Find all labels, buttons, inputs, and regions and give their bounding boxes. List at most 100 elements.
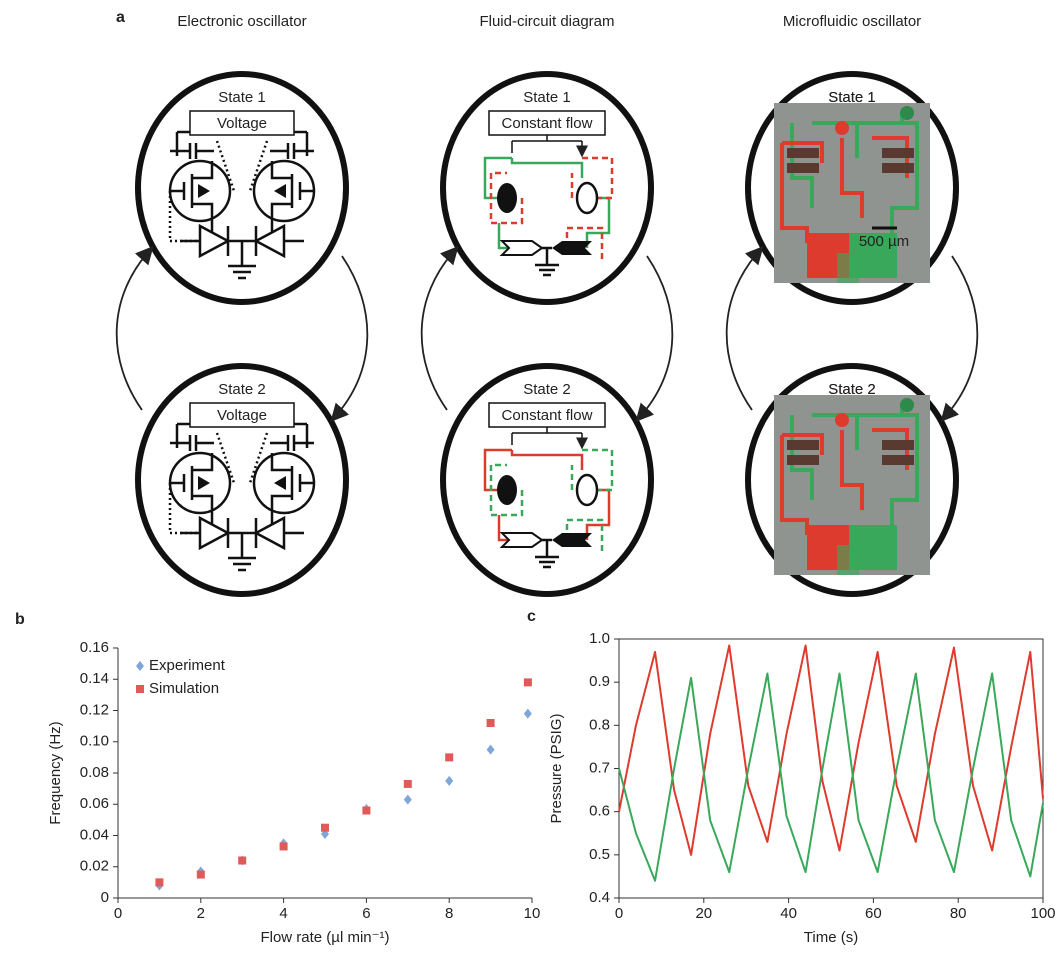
y-tick-label: 0.4 [589,889,610,906]
state-circle [440,71,654,305]
x-tick-label: 100 [1030,905,1055,922]
point [445,775,454,786]
state-label: State 1 [828,89,876,106]
point [321,823,329,832]
x-tick-label: 0 [114,905,122,922]
y-tick-label: 1.0 [589,630,610,647]
y-tick-label: 0.16 [80,639,109,656]
x-tick-label: 2 [197,905,205,922]
state-circle [745,363,959,597]
panel-label: c [527,608,536,625]
cycle-arrow [330,255,369,423]
x-tick-label: 8 [445,905,453,922]
x-tick-label: 4 [279,905,287,922]
y-tick-label: 0.04 [80,826,109,843]
y-axis-label: Frequency (Hz) [47,721,64,824]
column-title: Electronic oscillator [177,13,306,30]
state-label: State 1 [828,89,876,106]
y-tick-label: 0.06 [80,795,109,812]
x-tick-label: 10 [524,905,541,922]
source-box [488,110,606,136]
legend-label: Experiment [149,657,226,674]
source-box [189,110,295,136]
y-tick-label: 0.12 [80,701,109,718]
x-axis-label: Time (s) [804,929,858,946]
point [403,779,412,788]
y-tick-label: 0.8 [589,716,610,733]
point [155,878,164,887]
state-label: State 2 [828,381,876,398]
y-tick-label: 0.6 [589,803,610,820]
state-label: State 1 [218,89,266,106]
source-label: Voltage [217,407,267,424]
chart: c 0.4 0.5 0.6 0.7 0.8 0.9 1.0 0 20 40 60 80 100 Time (… [527,608,1056,946]
micrograph [772,101,932,285]
state-label: State 2 [828,381,876,398]
x-tick-label: 80 [950,905,967,922]
legend-marker [136,685,144,693]
point [362,806,371,815]
y-axis-label: Pressure (PSIG) [548,713,565,823]
state-label: State 1 [523,89,571,106]
cycle-arrow [635,255,674,423]
state-circle [135,71,349,305]
panel-label: a [116,9,125,26]
state-circle [745,71,959,305]
legend-label: Simulation [149,680,219,697]
point [486,744,495,755]
source-label: Constant flow [502,407,593,424]
legend-marker [136,661,144,671]
series-line [618,644,1044,856]
y-tick-label: 0.5 [589,846,610,863]
y-tick-label: 0.10 [80,733,109,750]
state-circle [440,363,654,597]
x-tick-label: 0 [615,905,623,922]
cycle-arrow [940,255,979,423]
point [486,719,495,727]
y-tick-label: 0.7 [589,759,610,776]
x-tick-label: 6 [362,905,370,922]
cycle-arrow [420,245,459,411]
x-axis-label: Flow rate (µl min⁻¹) [260,929,389,946]
cycle-arrow [115,245,154,411]
x-tick-label: 40 [780,905,797,922]
point [196,870,205,879]
y-tick-label: 0.14 [80,670,109,687]
point [279,842,288,851]
plot-frame [618,638,1044,899]
point [445,753,454,762]
column-title: Fluid-circuit diagram [479,13,614,30]
circuit [168,130,316,280]
point [523,708,532,719]
micrograph [772,393,932,577]
series-line [618,672,1044,882]
chart: b 0 0.02 0.04 0.06 0.08 0.10 0.12 0.14 0.16 0 2 4 6 8 1… [15,611,540,946]
source-box [189,402,295,428]
x-tick-label: 20 [695,905,712,922]
circuit [168,422,316,572]
cycle-arrow [725,245,764,411]
source-label: Constant flow [502,115,593,132]
fluid-circuit [485,133,612,275]
y-tick-label: 0 [101,889,109,906]
x-tick-label: 60 [865,905,882,922]
source-box [488,402,606,428]
point [238,856,247,865]
column-title: Microfluidic oscillator [783,13,921,30]
scale-label: 500 µm [859,233,909,250]
y-tick-label: 0.02 [80,858,109,875]
panel-a: Electronic oscillator State 1 Voltage State… [115,13,979,597]
panel-label: b [15,611,25,628]
source-label: Voltage [217,115,267,132]
state-label: State 2 [523,381,571,398]
fluid-circuit [485,425,612,567]
y-tick-label: 0.9 [589,673,610,690]
y-tick-label: 0.08 [80,764,109,781]
state-label: State 2 [218,381,266,398]
point [403,794,412,805]
point [523,678,532,687]
state-circle [135,363,349,597]
